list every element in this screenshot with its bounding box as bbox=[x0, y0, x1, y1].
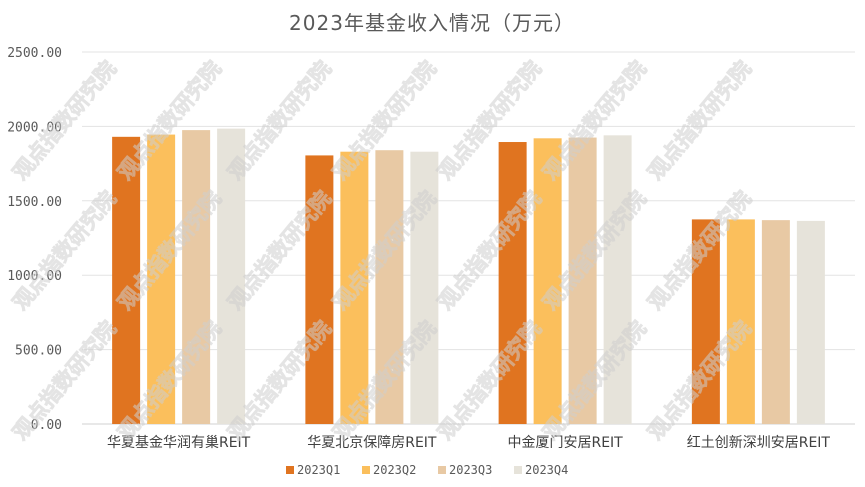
watermark-text: 观点指数研究院 bbox=[433, 186, 546, 314]
watermark-text: 观点指数研究院 bbox=[433, 316, 546, 444]
x-tick-label: 红土创新深圳安居REIT bbox=[687, 435, 831, 451]
legend-label: 2023Q3 bbox=[449, 463, 492, 477]
bar-2023Q1-3 bbox=[691, 219, 720, 424]
legend: 2023Q1 2023Q2 2023Q3 2023Q4 bbox=[286, 463, 568, 477]
legend-swatch bbox=[286, 466, 294, 474]
gridlines bbox=[82, 51, 855, 425]
watermark-text: 观点指数研究院 bbox=[643, 56, 756, 184]
bar-2023Q1-1 bbox=[305, 155, 334, 424]
bar-2023Q2-1 bbox=[340, 151, 369, 425]
legend-label: 2023Q2 bbox=[373, 463, 416, 477]
bar-2023Q3-1 bbox=[375, 150, 404, 424]
x-tick-label: 华夏基金华润有巢REIT bbox=[107, 434, 251, 451]
bar-2023Q4-2 bbox=[603, 135, 632, 424]
legend-swatch bbox=[438, 466, 446, 474]
x-axis-ticks: 华夏基金华润有巢REIT 华夏北京保障房REIT 中金厦门安居REIT 红土创新深圳安… bbox=[107, 434, 830, 451]
y-tick-label: 1500.00 bbox=[7, 195, 62, 210]
bar-2023Q4-0 bbox=[217, 128, 246, 424]
y-axis-ticks: 0.00 500.00 1000.00 1500.00 2000.00 2500.00 bbox=[7, 46, 62, 433]
x-tick-label: 华夏北京保障房REIT bbox=[307, 435, 437, 451]
bar-2023Q2-2 bbox=[533, 138, 562, 424]
chart-title: 2023年基金收入情况（万元） bbox=[289, 11, 575, 35]
y-tick-label: 500.00 bbox=[15, 344, 62, 359]
watermark-text: 观点指数研究院 bbox=[433, 56, 546, 184]
watermark-text: 观点指数研究院 bbox=[8, 316, 121, 444]
bar-2023Q4-1 bbox=[410, 151, 439, 425]
bar-2023Q4-3 bbox=[796, 220, 825, 424]
legend-label: 2023Q4 bbox=[525, 463, 568, 477]
y-tick-label: 2500.00 bbox=[7, 46, 62, 61]
bar-2023Q3-2 bbox=[568, 137, 597, 424]
legend-swatch bbox=[362, 466, 370, 474]
x-tick-label: 中金厦门安居REIT bbox=[507, 435, 623, 451]
bar-2023Q3-3 bbox=[761, 220, 790, 424]
bars bbox=[112, 128, 825, 425]
legend-label: 2023Q1 bbox=[297, 463, 340, 477]
bar-2023Q1-2 bbox=[498, 142, 527, 425]
bar-2023Q3-0 bbox=[182, 130, 211, 424]
y-tick-label: 2000.00 bbox=[7, 120, 62, 135]
y-tick-label: 1000.00 bbox=[7, 269, 62, 284]
bar-2023Q2-0 bbox=[147, 134, 176, 425]
bar-2023Q1-0 bbox=[112, 136, 141, 425]
y-tick-label: 0.00 bbox=[31, 418, 62, 433]
bar-2023Q2-3 bbox=[726, 219, 755, 424]
legend-swatch bbox=[514, 466, 522, 474]
